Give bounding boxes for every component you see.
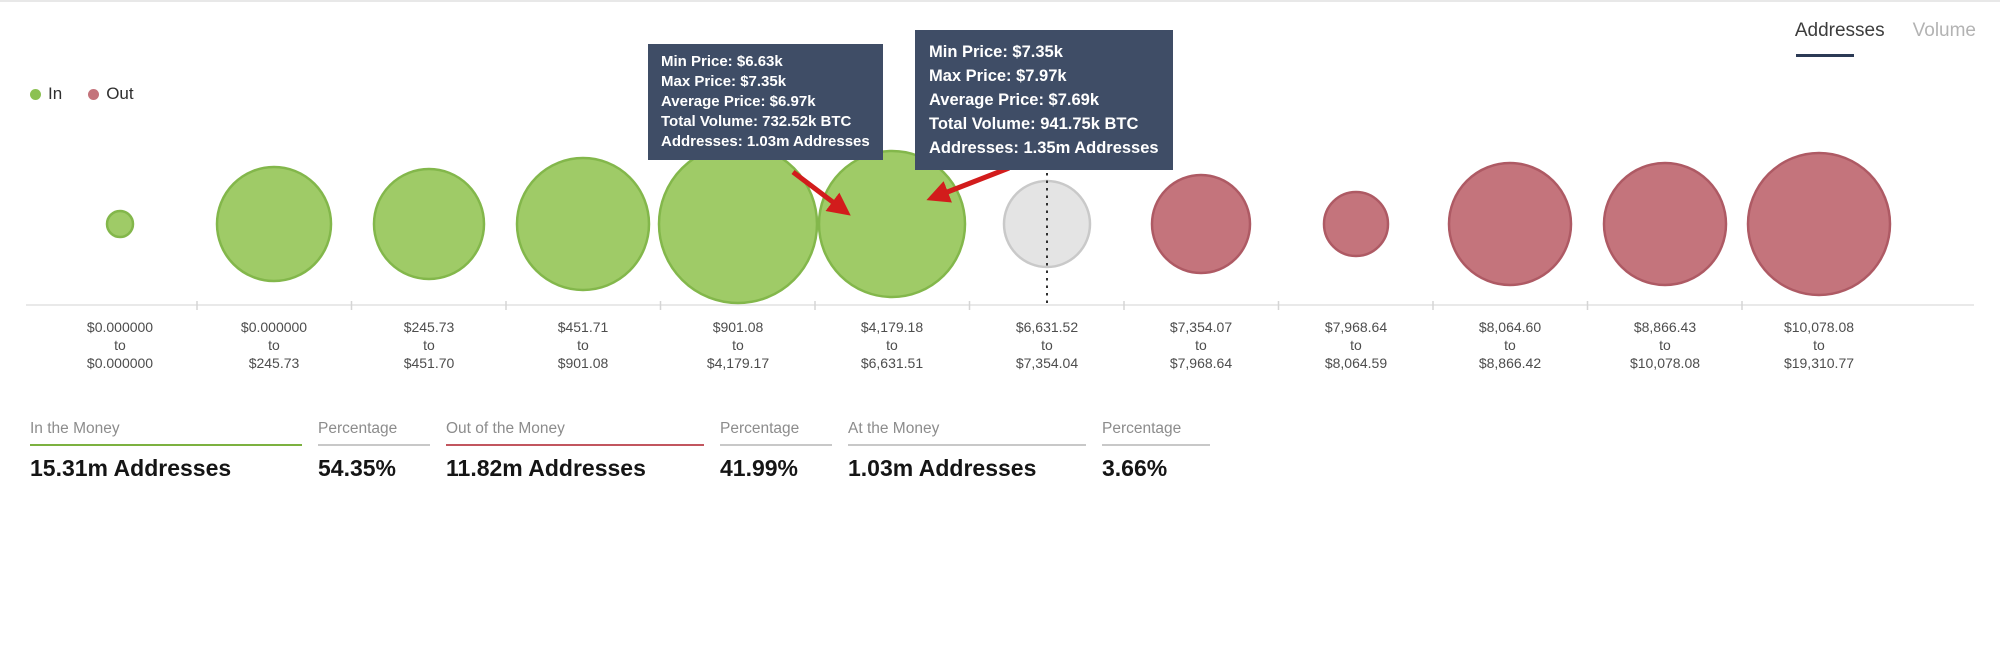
x-axis-label-1: $0.000000 to $245.73 (240, 319, 308, 371)
stat-out-of-the-money: Out of the Money 11.82m Addresses (446, 420, 704, 482)
stat-underline (1102, 444, 1210, 446)
stat-underline (318, 444, 430, 446)
in-dot-icon (30, 88, 41, 100)
bubble-in-1[interactable] (215, 165, 333, 283)
tooltip-line: Addresses: 1.35m Addresses (929, 139, 1159, 157)
tooltip-line: Average Price: $7.69k (929, 91, 1100, 109)
tooltip-line: Total Volume: 941.75k BTC (929, 115, 1139, 133)
annotation-arrow-2 (926, 165, 1010, 203)
stat-value: 11.82m Addresses (446, 455, 646, 481)
bubble-at-6[interactable] (1002, 179, 1092, 269)
stat-in-percentage: Percentage 54.35% (318, 420, 430, 482)
bubble-chart[interactable] (0, 2, 2000, 402)
stat-label: In the Money (30, 420, 120, 437)
x-axis-label-0: $0.000000 to $0.000000 (86, 319, 154, 371)
x-axis-label-2: $245.73 to $451.70 (403, 319, 455, 371)
bubble-in-4[interactable] (657, 143, 819, 305)
tab-addresses-label: Addresses (1794, 20, 1885, 41)
tooltip-line: Min Price: $7.35k (929, 43, 1063, 61)
x-axis-label-5: $4,179.18 to $6,631.51 (860, 319, 924, 371)
bubble-chart-area: $0.000000 to $0.000000 $0.000000 to $245.73 $2… (0, 2, 2000, 402)
legend-item-in[interactable]: In (30, 84, 62, 104)
tooltip-out-of-money: Min Price: $7.35k Max Price: $7.97k Aver… (915, 30, 1173, 170)
bubble-in-2[interactable] (372, 167, 486, 281)
bubble-in-3[interactable] (515, 156, 651, 292)
bubble-out-11[interactable] (1746, 151, 1892, 297)
bubble-out-8[interactable] (1322, 190, 1390, 258)
summary-stats: In the Money 15.31m Addresses Percentage… (30, 420, 1210, 482)
tooltip-line: Max Price: $7.97k (929, 67, 1067, 85)
bubble-in-0[interactable] (105, 209, 135, 239)
tab-volume-label: Volume (1912, 20, 1976, 41)
stat-underline (720, 444, 832, 446)
stat-value: 54.35% (318, 455, 397, 481)
stat-value: 41.99% (720, 455, 799, 481)
x-axis-label-8: $7,968.64 to $8,064.59 (1324, 319, 1388, 371)
legend-in-label: In (48, 84, 63, 103)
stat-label: At the Money (848, 420, 940, 437)
stat-underline (848, 444, 1086, 446)
x-axis-label-3: $451.71 to $901.08 (557, 319, 609, 371)
bubble-out-10[interactable] (1602, 161, 1728, 287)
x-axis-label-6: $6,631.52 to $7,354.04 (1015, 319, 1079, 371)
active-tab-underline (1795, 54, 1854, 57)
annotation-arrow-1 (791, 170, 851, 216)
axis-ticks (196, 301, 1743, 310)
bubble-out-7[interactable] (1150, 173, 1252, 275)
stat-at-the-money: At the Money 1.03m Addresses (848, 420, 1086, 482)
x-axis-label-11: $10,078.08 to $19,310.77 (1783, 319, 1855, 371)
stat-underline (30, 444, 302, 446)
x-axis-label-10: $8,866.43 to $10,078.08 (1629, 319, 1701, 371)
bubble-in-5[interactable] (817, 149, 967, 299)
tooltip-line: Addresses: 1.03m Addresses (661, 133, 870, 150)
stat-label: Out of the Money (446, 420, 565, 437)
stat-value: 3.66% (1102, 455, 1168, 481)
stat-out-percentage: Percentage 41.99% (720, 420, 832, 482)
tooltip-line: Max Price: $7.35k (661, 73, 787, 90)
stat-at-percentage: Percentage 3.66% (1102, 420, 1210, 482)
stat-label: Percentage (720, 420, 800, 437)
view-tabs: Addresses Volume (1795, 20, 1976, 57)
tab-volume[interactable]: Volume (1913, 20, 1976, 57)
stat-label: Percentage (1102, 420, 1182, 437)
stat-label: Percentage (318, 420, 398, 437)
x-axis-label-9: $8,064.60 to $8,866.42 (1478, 319, 1542, 371)
tooltip-line: Total Volume: 732.52k BTC (661, 113, 852, 130)
stat-in-the-money: In the Money 15.31m Addresses (30, 420, 302, 482)
x-axis-label-7: $7,354.07 to $7,968.64 (1169, 319, 1233, 371)
stat-value: 15.31m Addresses (30, 455, 232, 481)
tooltip-at-the-money: Min Price: $6.63k Max Price: $7.35k Aver… (648, 44, 883, 160)
bubble-out-9[interactable] (1447, 161, 1573, 287)
stat-underline (446, 444, 704, 446)
stat-value: 1.03m Addresses (848, 455, 1037, 481)
tooltip-line: Average Price: $6.97k (661, 93, 816, 110)
legend: In Out (30, 84, 134, 104)
legend-out-label: Out (106, 84, 134, 103)
out-dot-icon (88, 88, 100, 100)
tab-addresses[interactable]: Addresses (1795, 20, 1885, 57)
bubbles-group (105, 143, 1892, 305)
x-axis-label-4: $901.08 to $4,179.17 (706, 319, 770, 371)
legend-item-out[interactable]: Out (88, 84, 134, 104)
x-axis-labels: $0.000000 to $0.000000 $0.000000 to $245.73 $2… (0, 318, 2000, 382)
tooltip-line: Min Price: $6.63k (661, 53, 783, 70)
